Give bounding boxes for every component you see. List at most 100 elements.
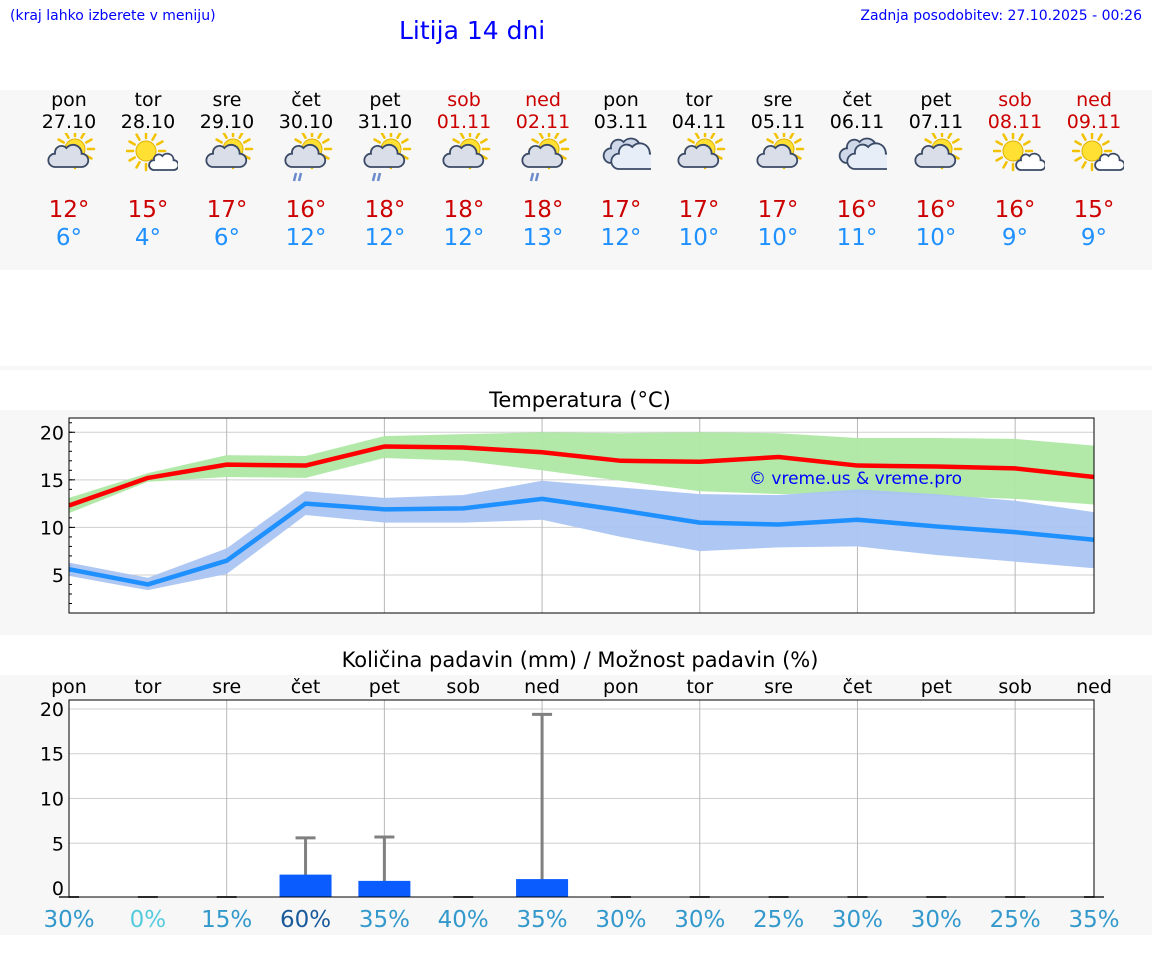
day-name: pet [369, 89, 401, 111]
precip-probability: 60% [280, 907, 331, 933]
day-date: 09.11 [1066, 111, 1122, 133]
x-tick-label: ned [524, 676, 560, 698]
sun-cloud-rain-icon [521, 128, 573, 185]
day-column: sob 01.11 18° 12° [424, 89, 504, 259]
temp-min: 10° [678, 225, 720, 251]
temp-min: 4° [134, 225, 162, 251]
day-date: 07.11 [908, 111, 964, 133]
separator-band [0, 366, 1152, 370]
day-name: tor [685, 89, 713, 111]
day-column: tor 04.11 17° 10° [659, 89, 739, 259]
temp-max: 16° [994, 197, 1036, 223]
precip-probability: 25% [753, 907, 804, 933]
day-column: pet 31.10 18° 12° [345, 89, 425, 259]
temp-max: 16° [915, 197, 957, 223]
precip-probability: 40% [438, 907, 489, 933]
page-title: Litija 14 dni [399, 16, 546, 45]
precip-bar [358, 880, 411, 897]
precip-probability: 25% [990, 907, 1041, 933]
y-tick-label: 15 [40, 470, 64, 492]
temp-max: 17° [206, 197, 248, 223]
x-tick-label: sre [764, 676, 793, 698]
range-band [69, 480, 1094, 591]
day-name: čet [842, 89, 872, 111]
y-tick-label: 20 [40, 422, 64, 444]
temp-min: 6° [213, 225, 241, 251]
day-date: 08.11 [987, 111, 1043, 133]
watermark: © vreme.us & vreme.pro [749, 469, 962, 489]
forecast-band [0, 90, 1152, 270]
precipitation-chart-title: Količina padavin (mm) / Možnost padavin … [341, 648, 819, 672]
sun-cloud-icon [205, 128, 257, 185]
sun-cloud-icon [914, 128, 966, 185]
temp-min: 10° [915, 225, 957, 251]
precip-probability: 35% [1068, 907, 1119, 933]
day-date: 02.11 [515, 111, 571, 133]
x-tick-label: sob [446, 676, 480, 698]
day-name: sob [447, 89, 481, 111]
location-hint: (kraj lahko izberete v meniju) [10, 8, 216, 24]
temp-min: 11° [836, 225, 878, 251]
y-tick-label: 15 [40, 744, 64, 766]
day-date: 31.10 [357, 111, 413, 133]
precipitation-chart: pon tor sre čet pet sob ned pon tor sre čet pet sob n… [40, 676, 1120, 933]
temp-min: 13° [522, 225, 564, 251]
temp-max: 18° [522, 197, 564, 223]
day-date: 05.11 [750, 111, 806, 133]
x-tick-label: tor [134, 676, 161, 698]
temp-max: 16° [836, 197, 878, 223]
day-name: sob [998, 89, 1032, 111]
day-name: ned [525, 89, 561, 111]
day-date: 30.10 [278, 111, 334, 133]
precip-probability: 30% [911, 907, 962, 933]
sun-small-cloud-icon [125, 130, 180, 185]
x-tick-label: čet [291, 676, 321, 698]
temp-min: 6° [55, 225, 83, 251]
day-name: sre [212, 89, 242, 111]
day-date: 04.11 [671, 111, 727, 133]
day-column: sre 29.10 17° 6° [187, 89, 267, 259]
sun-cloud-icon [756, 128, 808, 185]
day-column: čet 06.11 16° 11° [817, 89, 897, 259]
sun-cloud-rain-icon [363, 128, 415, 185]
temp-max: 12° [48, 197, 90, 223]
precip-probability: 30% [674, 907, 725, 933]
x-tick-label: pet [369, 676, 400, 698]
temp-max: 18° [364, 197, 406, 223]
day-column: pon 03.11 17° 12° [581, 89, 661, 259]
temperature-chart-title: Temperatura (°C) [489, 388, 671, 412]
day-column: pon 27.10 12° 6° [29, 89, 109, 259]
day-date: 27.10 [41, 111, 97, 133]
day-name: sre [763, 89, 793, 111]
temp-max: 15° [127, 197, 169, 223]
temp-max: 17° [678, 197, 720, 223]
y-tick-label: 5 [52, 833, 64, 855]
sun-cloud-icon [677, 128, 729, 185]
x-tick-label: sob [998, 676, 1032, 698]
temp-max: 16° [285, 197, 327, 223]
day-date: 01.11 [436, 111, 492, 133]
sun-cloud-icon [47, 128, 99, 185]
x-tick-label: tor [686, 676, 713, 698]
x-tick-label: čet [843, 676, 873, 698]
day-date: 03.11 [593, 111, 649, 133]
precip-probability: 30% [595, 907, 646, 933]
y-tick-label: 10 [40, 517, 64, 539]
precip-probability: 30% [832, 907, 883, 933]
temp-min: 9° [1080, 225, 1108, 251]
temp-max: 17° [600, 197, 642, 223]
day-date: 06.11 [829, 111, 885, 133]
plot-frame [68, 417, 1095, 614]
day-name: pon [603, 89, 639, 111]
temp-min: 12° [364, 225, 406, 251]
temp-min: 12° [600, 225, 642, 251]
precip-probability: 35% [517, 907, 568, 933]
day-name: pet [920, 89, 952, 111]
day-column: tor 28.10 15° 4° [108, 89, 188, 259]
series-line [68, 444, 1095, 508]
x-tick-label: pon [51, 676, 87, 698]
day-date: 29.10 [199, 111, 255, 133]
day-column: ned 09.11 15° 9° [1054, 89, 1134, 259]
day-column: sob 08.11 16° 9° [975, 89, 1055, 259]
y-tick-label: 20 [40, 699, 64, 721]
